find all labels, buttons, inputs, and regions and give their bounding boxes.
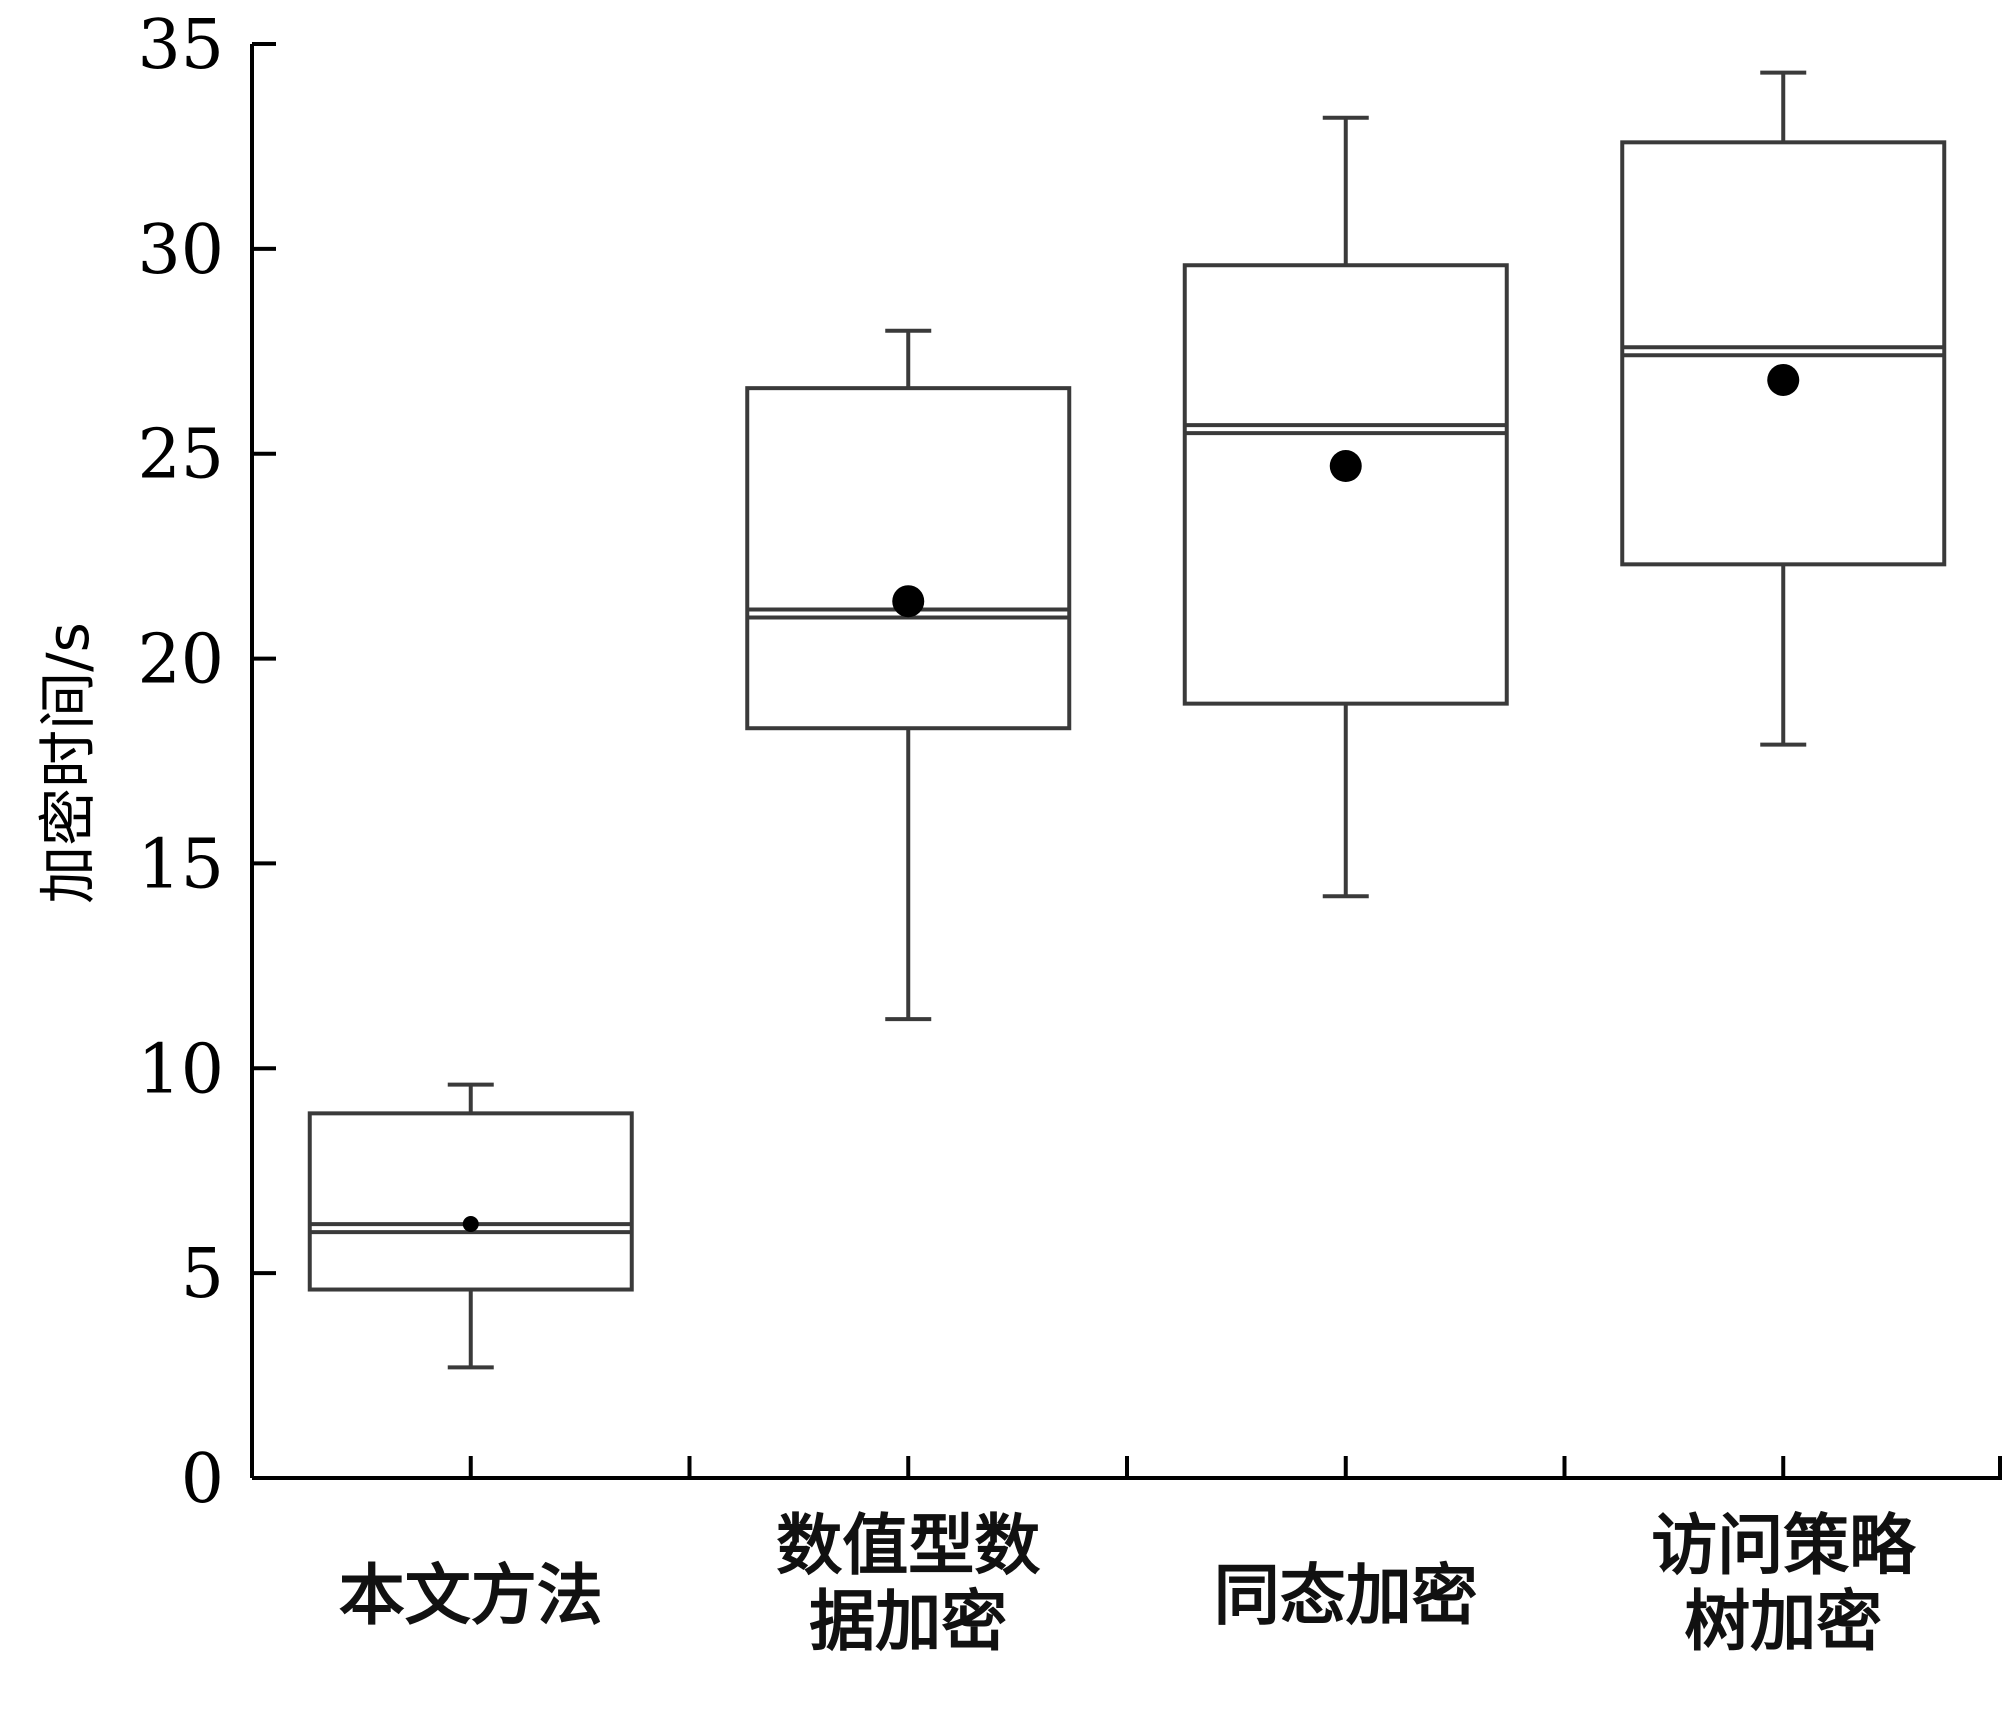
category-label: 本文方法	[339, 1557, 603, 1634]
y-tick-label: 15	[137, 825, 224, 904]
y-axis-label: 加密时间/s	[34, 622, 102, 904]
y-axis-label-group: 加密时间/s	[34, 622, 102, 904]
mean-marker	[1767, 363, 1800, 396]
y-tick-label: 20	[137, 621, 224, 700]
category-label: 同态加密	[1214, 1557, 1478, 1634]
box-group	[745, 328, 1072, 1022]
box-iqr	[1182, 263, 1509, 706]
box-iqr	[745, 386, 1072, 731]
x-ticks	[468, 1456, 2002, 1478]
mean-marker	[462, 1215, 479, 1232]
box-group	[307, 1082, 634, 1370]
category-label: 数值型数	[776, 1507, 1040, 1584]
y-tick-label: 5	[181, 1235, 224, 1314]
category-label: 树加密	[1684, 1583, 1882, 1660]
category-label: 据加密	[809, 1583, 1007, 1660]
y-tick-label: 35	[137, 6, 224, 85]
y-tick-label: 0	[181, 1440, 224, 1519]
box-group	[1182, 115, 1509, 899]
mean-marker	[892, 585, 925, 618]
y-tick-label: 10	[137, 1030, 224, 1109]
category-label: 访问策略	[1651, 1507, 1916, 1584]
y-tick-label: 25	[137, 416, 224, 495]
box-group	[1620, 70, 1947, 747]
boxes	[307, 70, 1947, 1370]
mean-marker	[1329, 450, 1362, 483]
y-ticks: 0 5 10 15 20 25 30 35	[137, 6, 276, 1519]
y-tick-label: 30	[137, 211, 224, 290]
box-iqr	[307, 1111, 634, 1292]
